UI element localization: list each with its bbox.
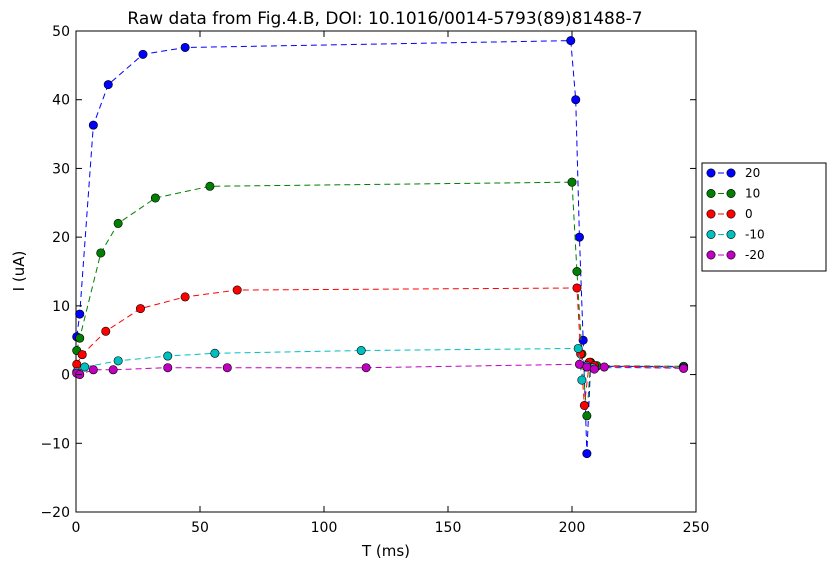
legend-marker <box>706 250 716 260</box>
data-point <box>205 181 215 191</box>
y-tick-label: 50 <box>52 24 70 40</box>
data-point <box>180 292 190 302</box>
series--20 <box>72 359 689 380</box>
chart-title: Raw data from Fig.4.B, DOI: 10.1016/0014… <box>127 9 642 29</box>
data-point <box>582 362 592 372</box>
x-tick-label: 100 <box>311 520 338 536</box>
legend-item: 10 <box>706 187 760 201</box>
data-point <box>75 309 85 319</box>
legend-marker <box>726 168 736 178</box>
legend-marker <box>706 209 716 219</box>
series-0 <box>72 283 689 410</box>
data-point <box>88 120 98 130</box>
data-point <box>163 351 173 361</box>
data-point <box>574 232 584 242</box>
plot-frame <box>75 30 697 513</box>
legend-label: 10 <box>745 187 760 201</box>
data-point <box>571 95 581 105</box>
data-point <box>582 449 592 459</box>
data-point <box>599 362 609 372</box>
legend-label: -10 <box>745 228 765 242</box>
data-point <box>579 400 589 410</box>
legend-marker <box>706 189 716 199</box>
data-point <box>108 365 118 375</box>
data-point <box>589 364 599 374</box>
x-tick-label: 150 <box>435 520 462 536</box>
data-point <box>77 350 87 360</box>
data-point <box>96 248 106 258</box>
data-point <box>80 362 90 372</box>
data-point <box>150 193 160 203</box>
legend-item: -10 <box>706 228 765 242</box>
data-point <box>72 359 82 369</box>
data-point <box>679 363 689 373</box>
series-line <box>76 287 684 406</box>
data-point <box>113 356 123 366</box>
data-point <box>88 365 98 375</box>
legend-label: 20 <box>745 166 760 180</box>
data-point <box>101 326 111 336</box>
y-tick-label: 30 <box>52 161 70 177</box>
data-point <box>135 304 145 314</box>
data-point <box>567 177 577 187</box>
y-tick-label: 40 <box>52 93 70 109</box>
legend-item: 20 <box>706 166 760 180</box>
legend-item: -20 <box>706 248 765 262</box>
data-point <box>573 343 583 353</box>
data-point <box>210 348 220 358</box>
y-tick-label: 10 <box>52 299 70 315</box>
x-tick-label: 0 <box>72 520 81 536</box>
data-point <box>361 363 371 373</box>
legend-label: -20 <box>745 248 765 262</box>
data-point <box>103 80 113 90</box>
data-point <box>232 285 242 295</box>
data-point <box>582 411 592 421</box>
x-tick-label: 50 <box>191 520 209 536</box>
data-point <box>566 36 576 46</box>
y-tick-label: −10 <box>40 436 70 452</box>
data-point <box>180 42 190 52</box>
legend-marker <box>706 230 716 240</box>
legend-marker <box>726 250 736 260</box>
legend-label: 0 <box>745 207 753 221</box>
x-tick-label: 200 <box>559 520 586 536</box>
y-tick-label: 0 <box>61 368 70 384</box>
data-point <box>75 333 85 343</box>
x-axis-title: T (ms) <box>361 542 410 560</box>
data-point <box>113 218 123 228</box>
legend-frame <box>701 162 827 272</box>
data-point <box>574 359 584 369</box>
x-tick-label: 250 <box>683 520 710 536</box>
legend-marker <box>726 230 736 240</box>
y-axis-title: I (uA) <box>10 251 28 292</box>
legend-marker <box>706 168 716 178</box>
data-point <box>138 49 148 59</box>
y-tick-label: −20 <box>40 505 70 521</box>
legend-marker <box>726 209 736 219</box>
data-point <box>356 346 366 356</box>
data-point <box>577 375 587 385</box>
legend-item: 0 <box>706 207 753 221</box>
data-point <box>222 363 232 373</box>
data-point <box>572 283 582 293</box>
y-tick-label: 20 <box>52 230 70 246</box>
data-point <box>163 363 173 373</box>
data-point <box>572 266 582 276</box>
legend: 20 10 0 -10 -20 <box>701 162 827 272</box>
legend-marker <box>726 189 736 199</box>
